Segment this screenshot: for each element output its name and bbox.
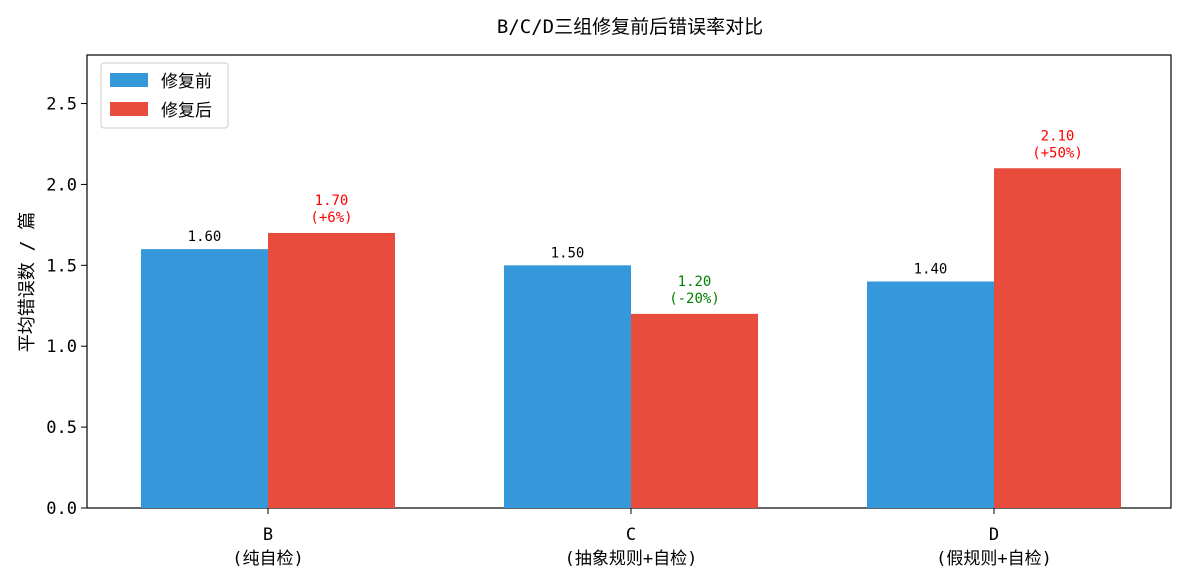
x-tick-label: B: [263, 525, 273, 545]
bar-labels-group: 1.60 1.70(+6%) 1.50 1.20(-20%) 1.40 2.10(+50%…: [188, 128, 1083, 307]
legend-swatch: [110, 73, 148, 87]
bar-before: [141, 249, 268, 508]
x-tick-sublabel: (假规则+自检): [936, 549, 1052, 569]
bar-before: [504, 265, 631, 508]
x-tick-sublabel: (纯自检): [232, 549, 303, 569]
y-axis-label: 平均错误数 / 篇: [17, 212, 38, 353]
bar-change-label: (-20%): [669, 291, 720, 307]
chart-title: B/C/D三组修复前后错误率对比: [497, 16, 763, 38]
bar-after: [631, 313, 758, 508]
bar-change-label: (+6%): [310, 210, 352, 226]
x-axis-ticks: B (纯自检) C (抽象规则+自检) D (假规则+自检): [232, 508, 1052, 569]
y-tick-label: 1.0: [46, 337, 77, 357]
bar-value-label: 1.50: [551, 245, 585, 261]
bar-value-label: 1.70: [315, 193, 349, 209]
x-tick-sublabel: (抽象规则+自检): [565, 549, 698, 569]
y-tick-label: 2.0: [46, 175, 77, 195]
bar-value-label: 2.10: [1041, 128, 1075, 144]
bar-after: [268, 232, 395, 508]
legend-swatch: [110, 102, 148, 116]
bar-change-label: (+50%): [1032, 145, 1083, 161]
bar-value-label: 1.60: [188, 229, 222, 245]
bar-after: [994, 168, 1121, 508]
y-tick-label: 0.0: [46, 499, 77, 519]
x-tick-label: C: [626, 525, 636, 545]
y-tick-label: 2.5: [46, 95, 77, 115]
y-axis-ticks: 0.0 0.5 1.0 1.5 2.0 2.5: [46, 95, 87, 519]
x-tick-label: D: [989, 525, 999, 545]
y-tick-label: 0.5: [46, 418, 77, 438]
bar-before: [867, 281, 994, 508]
legend-label: 修复后: [161, 101, 212, 121]
bars-group: [141, 168, 1121, 508]
y-tick-label: 1.5: [46, 256, 77, 276]
bar-value-label: 1.20: [678, 274, 712, 290]
bar-value-label: 1.40: [914, 262, 948, 278]
legend-label: 修复前: [161, 72, 212, 92]
